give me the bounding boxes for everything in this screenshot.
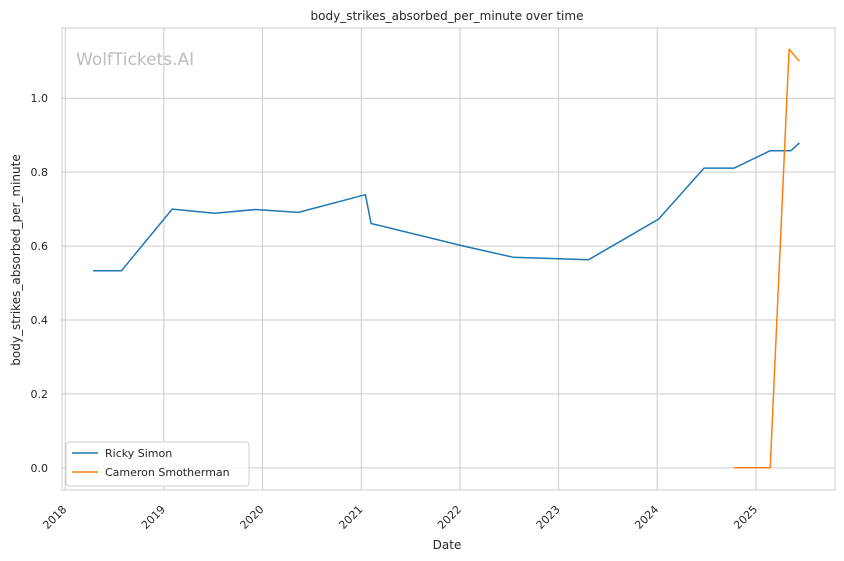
- legend-label-ricky-simon: Ricky Simon: [105, 447, 172, 460]
- legend: Ricky Simon Cameron Smotherman: [65, 441, 250, 487]
- y-axis-label: body_strikes_absorbed_per_minute: [9, 154, 23, 365]
- plot-frame: [61, 27, 836, 491]
- series-line-cameron-smotherman: [734, 48, 800, 469]
- x-axis-label: Date: [433, 538, 462, 552]
- watermark-text: WolfTickets.AI: [76, 50, 194, 70]
- y-tick-label: 0.0: [31, 462, 49, 475]
- y-tick-label: 1.0: [31, 92, 49, 105]
- y-tick-label: 0.6: [31, 240, 49, 253]
- series-layer: [93, 48, 800, 469]
- series-line-ricky-simon: [93, 142, 800, 272]
- y-tick-label: 0.8: [31, 166, 49, 179]
- legend-box: [65, 441, 250, 487]
- legend-label-cameron-smotherman: Cameron Smotherman: [105, 466, 230, 479]
- y-axis-ticks: 0.0 0.2 0.4 0.6 0.8 1.0: [31, 92, 49, 475]
- chart-title: body_strikes_absorbed_per_minute over ti…: [311, 9, 584, 23]
- y-tick-label: 0.4: [31, 314, 49, 327]
- y-tick-label: 0.2: [31, 388, 49, 401]
